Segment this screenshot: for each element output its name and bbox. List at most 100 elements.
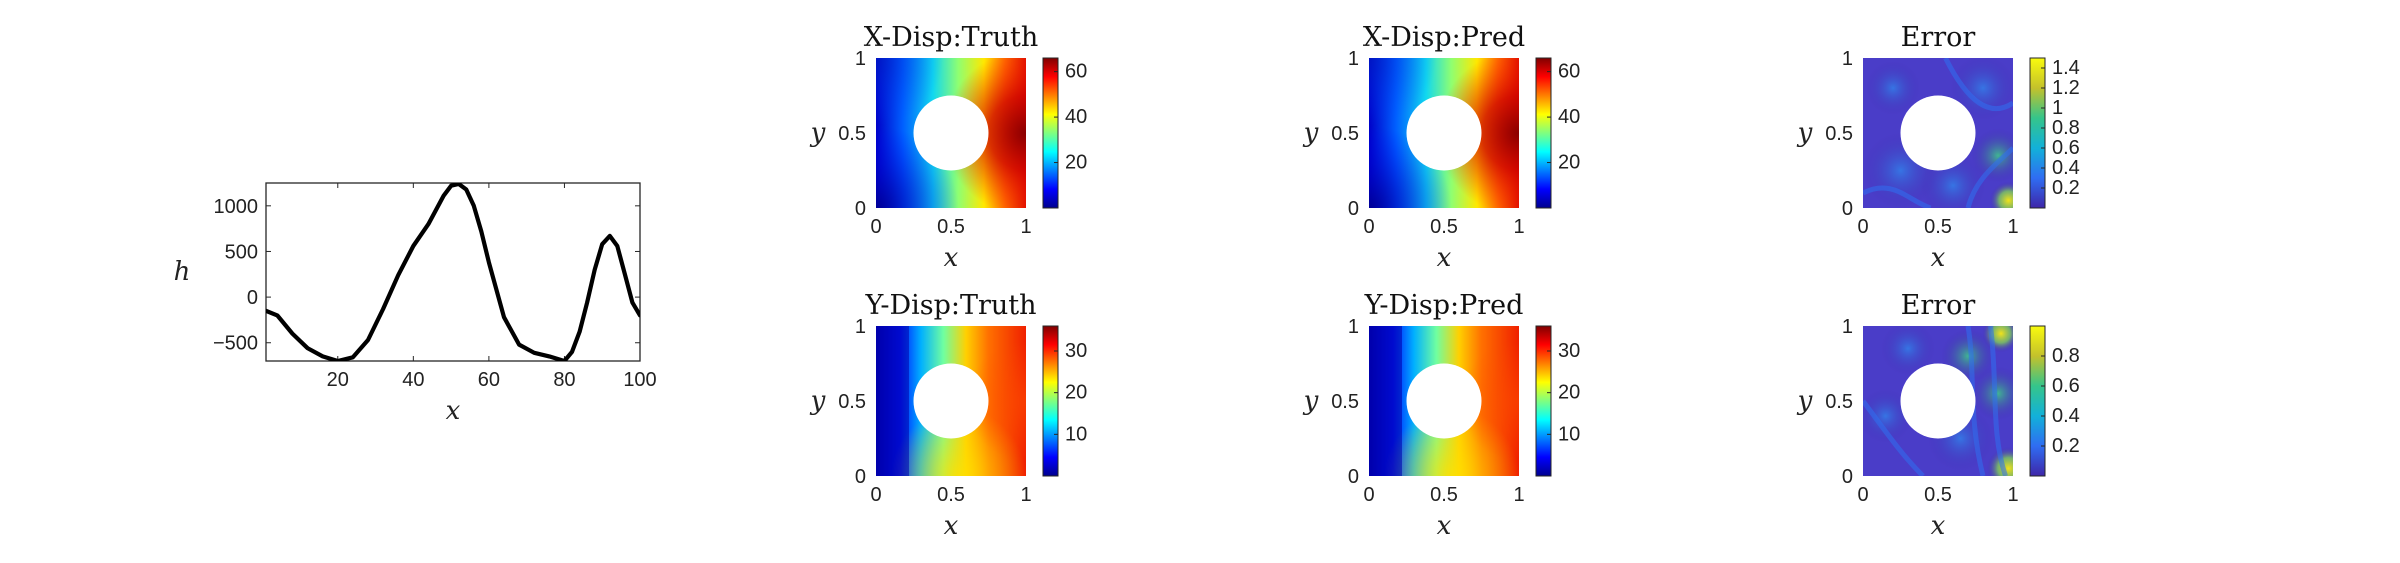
colorbar-tick-label: 0.4	[2052, 157, 2080, 179]
y-tick-label: 1000	[214, 196, 259, 218]
colorbar-tick-label: 30	[1558, 340, 1580, 362]
x-tick-label: 0.5	[1430, 484, 1458, 506]
x-axis-label: x	[1437, 243, 1452, 273]
colorbar-tick-label: 10	[1065, 423, 1087, 445]
y-tick-label: 0	[247, 287, 258, 309]
heatmap-panel-y-error: Error 0 0.5 1 0 0.5 1 x y 0.2 0.4 0.6 0.8	[1797, 290, 2080, 541]
y-tick-label: 1	[1348, 48, 1359, 70]
colorbar-tick-label: 20	[1558, 152, 1580, 174]
colorbar-tick-label: 60	[1558, 61, 1580, 83]
x-axis-label: x	[944, 243, 959, 273]
field-cold-zone	[876, 326, 909, 476]
y-tick-label: 0.5	[838, 391, 866, 413]
x-tick-label: 1	[2007, 216, 2018, 238]
colorbar-tick-label: 0.6	[2052, 137, 2080, 159]
x-axis-label: x	[1931, 511, 1946, 541]
y-tick-label: 1	[1842, 316, 1853, 338]
colorbar-tick-label: 1.2	[2052, 77, 2080, 99]
y-tick-label: 0	[855, 198, 866, 220]
x-tick-label: 1	[1513, 216, 1524, 238]
panel-title: Error	[1901, 22, 1976, 53]
y-tick-label: −500	[213, 333, 258, 355]
x-tick-label: 0	[1857, 484, 1868, 506]
hole	[1900, 95, 1976, 171]
error-streak	[1965, 146, 2013, 208]
y-tick-label: 0	[1842, 198, 1853, 220]
colorbar-tick-label: 0.2	[2052, 177, 2080, 199]
x-tick-label: 0	[870, 484, 881, 506]
h-line-chart: 20 40 60 80 100 −500 0 500 1000 x h	[174, 182, 657, 426]
y-tick-label: 1	[855, 316, 866, 338]
x-tick-label: 0	[870, 216, 881, 238]
field	[1369, 326, 1519, 476]
colorbar-tick-label: 0.6	[2052, 375, 2080, 397]
x-tick-label: 0	[1857, 216, 1868, 238]
x-tick-label: 60	[478, 369, 500, 391]
colorbar-tick-label: 0.4	[2052, 405, 2080, 427]
x-tick-label: 80	[553, 369, 575, 391]
x-tick-label: 0.5	[937, 216, 965, 238]
h-series-line	[266, 183, 640, 361]
field	[876, 58, 1026, 208]
heatmap-panel-x-truth: X-Disp:Truth 0 0.5 1 0 0.5 1 x y 20 40 60	[810, 22, 1088, 273]
colorbar-tick-label: 30	[1065, 340, 1087, 362]
y-axis-label: y	[1303, 386, 1319, 416]
hole	[1406, 95, 1482, 171]
colorbar-tick-label: 60	[1065, 61, 1087, 83]
colorbar	[1042, 57, 1059, 209]
x-tick-label: 0.5	[937, 484, 965, 506]
y-tick-label: 0	[1348, 198, 1359, 220]
error-streak	[1943, 58, 2013, 112]
field	[1863, 326, 2013, 476]
error-hotspot	[1989, 181, 2013, 208]
colorbar	[1042, 325, 1059, 477]
colorbar-tick-label: 20	[1065, 152, 1087, 174]
colorbar-tick-label: 40	[1065, 106, 1087, 128]
y-tick-label: 500	[225, 241, 258, 263]
y-axis-label: h	[174, 257, 191, 287]
y-tick-label: 0.5	[1825, 391, 1853, 413]
panel-title: Y-Disp:Pred	[1364, 290, 1524, 321]
colorbar-tick-label: 20	[1558, 382, 1580, 404]
error-hotspot	[1971, 366, 2013, 421]
y-tick-label: 0	[855, 466, 866, 488]
colorbar-tick-label: 20	[1065, 382, 1087, 404]
y-tick-label: 1	[855, 48, 866, 70]
field	[1369, 58, 1519, 208]
panel-title: Y-Disp:Truth	[864, 290, 1036, 321]
colorbar-tick-label: 1.4	[2052, 57, 2080, 79]
x-axis-label: x	[944, 511, 959, 541]
field-cold-zone	[1369, 326, 1402, 476]
y-tick-label: 0	[1348, 466, 1359, 488]
x-tick-label: 0	[1363, 484, 1374, 506]
colorbar-tick-label: 0.8	[2052, 117, 2080, 139]
panel-title: X-Disp:Truth	[864, 22, 1038, 53]
heatmap-panel-x-pred: X-Disp:Pred 0 0.5 1 0 0.5 1 x y 20 40 60	[1303, 22, 1581, 273]
field	[876, 326, 1026, 476]
x-axis-label: x	[1437, 511, 1452, 541]
x-tick-label: 1	[2007, 484, 2018, 506]
error-hotspot	[1950, 58, 2013, 121]
x-tick-label: 0.5	[1430, 216, 1458, 238]
y-tick-label: 1	[1842, 48, 1853, 70]
hole	[913, 95, 989, 171]
hole	[1900, 363, 1976, 439]
y-tick-label: 0.5	[1331, 123, 1359, 145]
x-tick-label: 1	[1513, 484, 1524, 506]
error-hotspot	[1863, 389, 1913, 443]
error-streak	[1988, 326, 2008, 476]
error-streak	[1863, 185, 1932, 208]
x-axis-label: x	[1931, 243, 1946, 273]
x-tick-label: 1	[1020, 484, 1031, 506]
y-tick-label: 0.5	[1825, 123, 1853, 145]
y-axis-label: y	[810, 118, 826, 148]
x-tick-label: 0.5	[1924, 216, 1952, 238]
colorbar	[1535, 57, 1552, 209]
colorbar-tick-label: 0.8	[2052, 345, 2080, 367]
error-hotspot	[1971, 128, 2013, 183]
panel-title: X-Disp:Pred	[1363, 22, 1525, 53]
